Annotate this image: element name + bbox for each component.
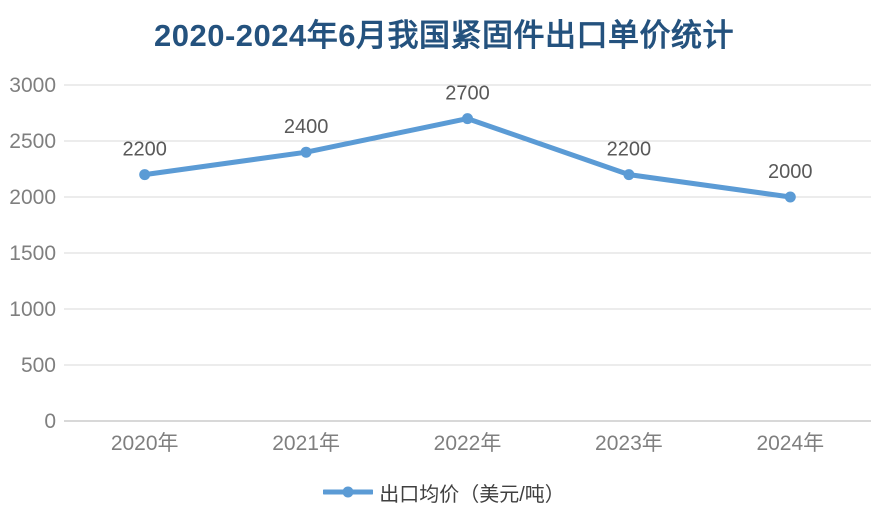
legend-marker-dot bbox=[342, 486, 354, 498]
y-tick-label: 2000 bbox=[9, 186, 56, 209]
data-point-marker bbox=[462, 113, 473, 125]
data-point-marker bbox=[784, 191, 796, 203]
data-label: 2700 bbox=[445, 83, 490, 105]
chart-title: 2020-2024年6月我国紧固件出口单价统计 bbox=[154, 18, 734, 53]
data-label: 2400 bbox=[284, 116, 329, 138]
x-tick-label: 2020年 bbox=[111, 432, 179, 455]
data-label: 2000 bbox=[768, 161, 813, 183]
data-label: 2200 bbox=[122, 139, 167, 161]
y-tick-label: 500 bbox=[21, 354, 56, 377]
series-line bbox=[142, 116, 793, 200]
x-tick-label: 2021年 bbox=[272, 432, 340, 455]
y-tick-label: 3000 bbox=[9, 74, 56, 97]
legend: 出口均价（美元/吨） bbox=[0, 478, 888, 506]
legend-marker-icon bbox=[323, 486, 374, 498]
y-tick-label: 1000 bbox=[9, 298, 56, 321]
y-tick-label: 0 bbox=[44, 410, 56, 433]
x-tick-label: 2023年 bbox=[595, 432, 663, 455]
data-point-marker bbox=[139, 169, 151, 181]
data-label: 2200 bbox=[607, 139, 652, 161]
y-tick-label: 2500 bbox=[9, 130, 56, 153]
data-point-marker bbox=[300, 146, 312, 158]
x-tick-label: 2024年 bbox=[756, 432, 824, 455]
y-tick-label: 1500 bbox=[9, 242, 56, 265]
legend-label: 出口均价（美元/吨） bbox=[379, 483, 565, 506]
x-tick-label: 2022年 bbox=[434, 432, 502, 455]
data-point-marker bbox=[623, 169, 635, 181]
